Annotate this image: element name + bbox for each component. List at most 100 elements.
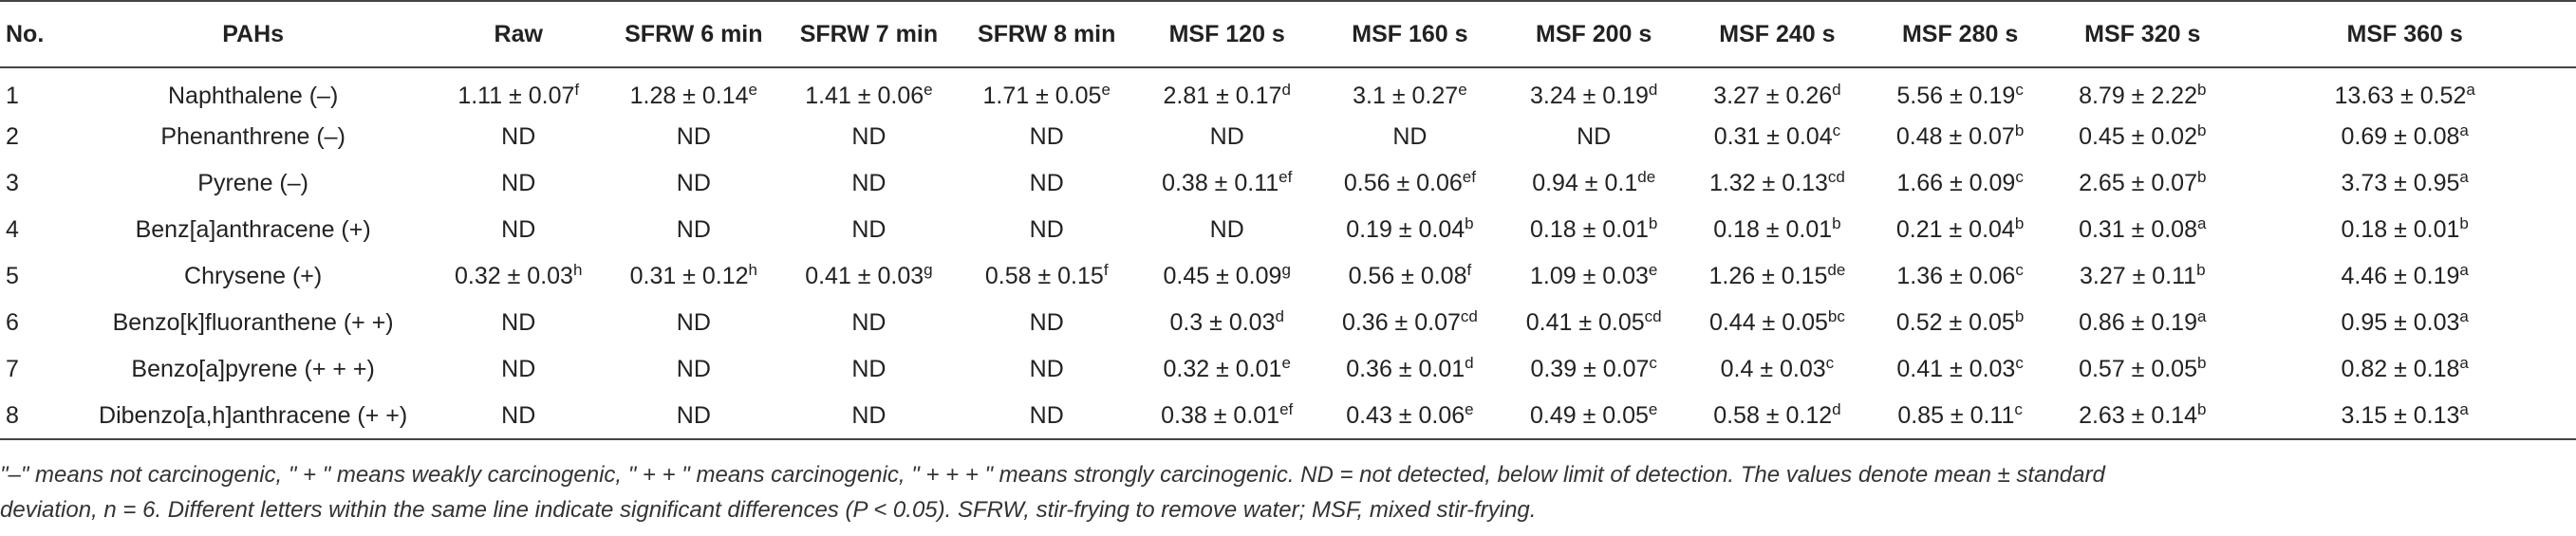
cell-value: 0.69 ± 0.08 <box>2341 123 2460 150</box>
table-cell: 0.32 ± 0.01e <box>1136 346 1317 393</box>
cell-value: ND <box>1029 216 1064 243</box>
cell-value: 0.56 ± 0.08 <box>1348 263 1467 289</box>
significance-letter: e <box>748 80 758 99</box>
table-cell: 0.85 ± 0.11c <box>1869 393 2052 440</box>
cell-value: ND <box>1029 123 1064 150</box>
table-cell: 8.79 ± 2.22b <box>2051 67 2233 114</box>
cell-value: ND <box>501 170 536 196</box>
cell-value: 0.43 ± 0.06 <box>1346 401 1465 429</box>
table-cell: 2.65 ± 0.07b <box>2051 160 2233 207</box>
significance-letter: c <box>2015 354 2024 372</box>
table-row: 3 Pyrene (–) ND ND ND ND 0.38 ± 0.11ef 0.56 ± 0… <box>0 160 2576 207</box>
significance-letter: e <box>1458 80 1467 99</box>
table-cell: ND <box>607 114 781 160</box>
table-cell: ND <box>957 160 1136 207</box>
significance-letter: e <box>1465 399 1474 418</box>
pah-name: Naphthalene (–) <box>167 82 339 109</box>
significance-letter: b <box>2197 80 2207 99</box>
table-cell: 0.45 ± 0.02b <box>2051 114 2233 160</box>
significance-letter: d <box>1832 399 1841 418</box>
table-cell: 0.58 ± 0.15f <box>957 253 1136 300</box>
cell-value: 0.94 ± 0.1 <box>1532 170 1638 196</box>
table-cell: 13.63 ± 0.52a <box>2233 67 2576 114</box>
cell-value: 3.27 ± 0.11 <box>2079 263 2197 289</box>
table-cell: 1.26 ± 0.15de <box>1686 253 1869 300</box>
cell-value: 3.73 ± 0.95 <box>2341 170 2460 196</box>
table-cell: ND <box>430 160 607 207</box>
row-number: 7 <box>6 356 19 382</box>
cell-value: 1.11 ± 0.07 <box>457 82 575 109</box>
cell-value: ND <box>1392 123 1428 150</box>
table-cell: ND <box>780 393 958 440</box>
pah-name: Benz[a]anthracene (+) <box>135 216 371 243</box>
table-cell: 0.19 ± 0.04b <box>1317 207 1502 253</box>
significance-letter: f <box>1466 261 1472 279</box>
significance-letter: g <box>924 261 933 279</box>
footnote-line-1: "–" means not carcinogenic, " + " means … <box>0 462 2105 488</box>
table-cell: 0.94 ± 0.1de <box>1503 160 1686 207</box>
significance-letter: de <box>1827 261 1846 279</box>
column-header: SFRW 7 min <box>780 0 958 68</box>
cell-value: ND <box>501 123 536 150</box>
table-cell: 0.82 ± 0.18a <box>2233 346 2576 393</box>
table-cell: 0.3 ± 0.03d <box>1136 300 1317 346</box>
table-cell: 0.41 ± 0.03g <box>781 253 958 300</box>
significance-letter: c <box>1649 354 1657 372</box>
cell-value: ND <box>851 123 887 150</box>
table-cell: 1.09 ± 0.03e <box>1503 253 1686 300</box>
cell-value: 5.56 ± 0.19 <box>1896 82 2016 109</box>
cell-value: 0.86 ± 0.19 <box>2079 309 2197 336</box>
cell-value: 1.32 ± 0.13 <box>1708 170 1828 196</box>
cell-value: 0.18 ± 0.01 <box>1713 216 1833 243</box>
table-cell: ND <box>957 393 1137 440</box>
cell-value: 0.82 ± 0.18 <box>2341 356 2460 382</box>
table-cell: ND <box>1503 114 1686 160</box>
table-cell: 3.27 ± 0.11b <box>2051 253 2233 300</box>
table-cell: 0.86 ± 0.19a <box>2051 300 2233 346</box>
table-cell: 0.38 ± 0.01ef <box>1136 393 1318 440</box>
significance-letter: ef <box>1279 168 1293 186</box>
table-cell: 0.18 ± 0.01b <box>1686 207 1869 253</box>
significance-letter: e <box>1648 261 1658 279</box>
table-cell: 3.73 ± 0.95a <box>2233 160 2576 207</box>
column-header: MSF 360 s <box>2233 0 2576 68</box>
table-cell: 0.4 ± 0.03c <box>1686 346 1869 393</box>
significance-letter: a <box>2459 261 2469 279</box>
table-cell: ND <box>781 346 958 393</box>
significance-letter: b <box>2459 214 2469 232</box>
cell-value: 8.79 ± 2.22 <box>2079 82 2197 109</box>
cell-value: 0.38 ± 0.11 <box>1162 170 1279 196</box>
header-pahs: PAHs <box>75 0 431 68</box>
column-header: MSF 320 s <box>2051 0 2234 68</box>
cell-value: 3.15 ± 0.13 <box>2341 401 2460 429</box>
significance-letter: b <box>2197 399 2207 418</box>
cell-value: ND <box>1029 401 1064 429</box>
table-cell: ND <box>781 207 958 253</box>
table-cell: ND <box>957 346 1136 393</box>
row-number: 1 <box>6 82 19 109</box>
significance-letter: f <box>574 80 580 99</box>
column-header: Raw <box>430 0 607 68</box>
table-row: 8 Dibenzo[a,h]anthracene (+ +) ND ND ND ND 0.3… <box>0 393 2576 440</box>
table-cell: ND <box>957 300 1136 346</box>
cell-value: ND <box>1029 309 1064 336</box>
significance-letter: b <box>2196 261 2206 279</box>
table-cell: ND <box>430 346 607 393</box>
cell-value: 0.36 ± 0.01 <box>1346 356 1465 382</box>
significance-letter: c <box>1825 354 1835 372</box>
cell-value: 0.32 ± 0.03 <box>455 263 573 289</box>
pah-name: Phenanthrene (–) <box>160 123 345 150</box>
cell-value: ND <box>501 216 536 243</box>
significance-letter: b <box>2197 354 2207 372</box>
table-cell: 1.71 ± 0.05e <box>957 67 1136 114</box>
significance-letter: b <box>2197 168 2207 186</box>
significance-letter: a <box>2459 121 2469 139</box>
cell-value: 3.1 ± 0.27 <box>1353 82 1459 109</box>
table-cell: 3.1 ± 0.27e <box>1317 67 1502 114</box>
table-cell: ND <box>1317 114 1502 160</box>
table-footnote: "–" means not carcinogenic, " + " means … <box>0 457 2563 527</box>
significance-letter: c <box>1832 121 1841 139</box>
cell-value: ND <box>851 216 887 243</box>
table-row: 1 Naphthalene (–) 1.11 ± 0.07f 1.28 ± 0.14e… <box>0 67 2576 114</box>
